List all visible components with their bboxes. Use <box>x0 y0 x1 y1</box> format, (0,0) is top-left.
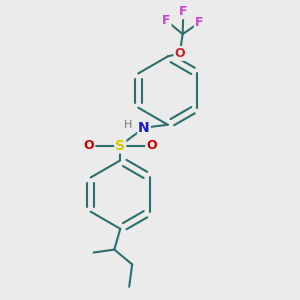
Text: O: O <box>174 47 185 60</box>
Text: N: N <box>138 121 150 135</box>
Text: O: O <box>84 139 94 152</box>
Text: F: F <box>162 14 171 27</box>
Text: F: F <box>195 16 203 29</box>
Text: F: F <box>179 5 188 18</box>
Text: H: H <box>124 120 132 130</box>
Text: S: S <box>115 139 125 152</box>
Text: O: O <box>146 139 157 152</box>
